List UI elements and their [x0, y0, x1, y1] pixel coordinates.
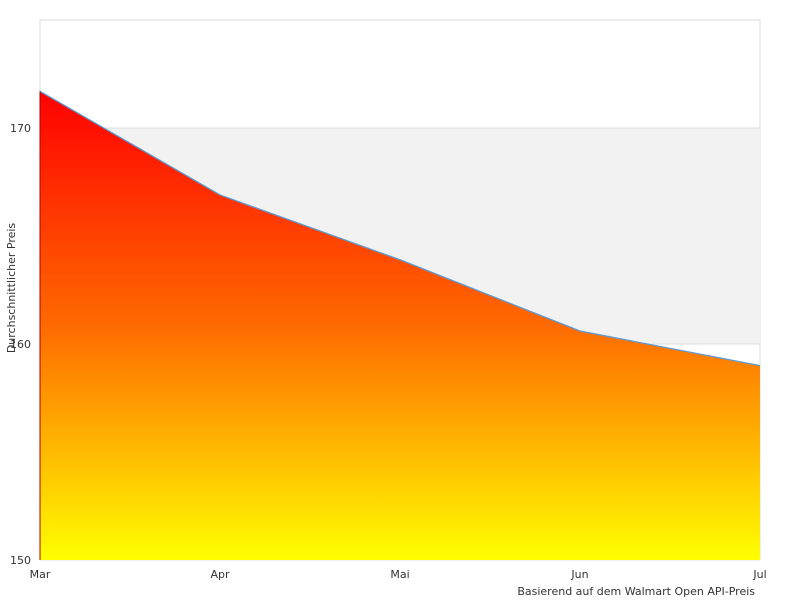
y-axis-title: Durchschnittlicher Preis	[5, 223, 18, 354]
x-axis-ticks: Mar Apr Mai Jun Jul	[30, 568, 767, 581]
x-tick-label: Mar	[30, 568, 51, 581]
x-axis-title: Basierend auf dem Walmart Open API-Preis	[517, 585, 755, 598]
y-tick-label: 170	[10, 122, 31, 135]
x-tick-label: Apr	[210, 568, 230, 581]
x-tick-label: Mai	[390, 568, 409, 581]
x-tick-label: Jul	[752, 568, 766, 581]
x-tick-label: Jun	[570, 568, 588, 581]
area-fill	[40, 91, 760, 560]
y-axis-ticks: 150 160 170	[10, 122, 31, 567]
y-tick-label: 160	[10, 338, 31, 351]
y-tick-label: 150	[10, 554, 31, 567]
series-line	[39, 90, 761, 367]
